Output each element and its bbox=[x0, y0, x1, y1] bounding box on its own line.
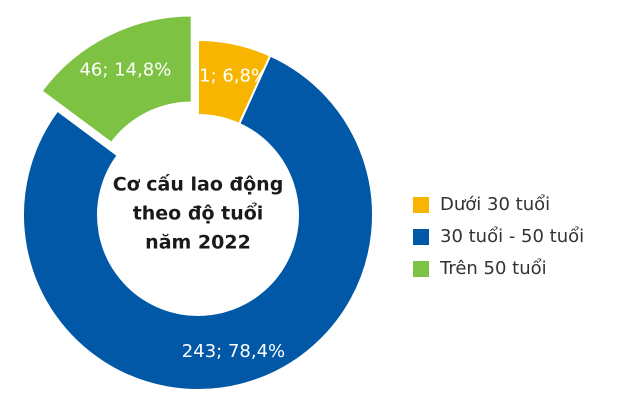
legend-label: Trên 50 tuổi bbox=[439, 258, 547, 279]
legend-swatch bbox=[413, 229, 429, 245]
donut-slice bbox=[40, 14, 193, 145]
value-label: 46; 14,8% bbox=[79, 60, 171, 81]
value-label: 21; 6,8% bbox=[188, 66, 268, 87]
legend-label: Dưới 30 tuổi bbox=[440, 194, 550, 215]
chart-title: theo độ tuổi bbox=[133, 202, 264, 225]
legend-swatch bbox=[413, 261, 429, 277]
legend-label: 30 tuổi - 50 tuổi bbox=[440, 226, 584, 247]
chart-title: Cơ cấu lao động bbox=[113, 173, 284, 196]
donut-slice bbox=[22, 54, 374, 391]
chart-title: năm 2022 bbox=[145, 232, 251, 254]
value-label: 243; 78,4% bbox=[182, 341, 285, 362]
legend-swatch bbox=[413, 197, 429, 213]
